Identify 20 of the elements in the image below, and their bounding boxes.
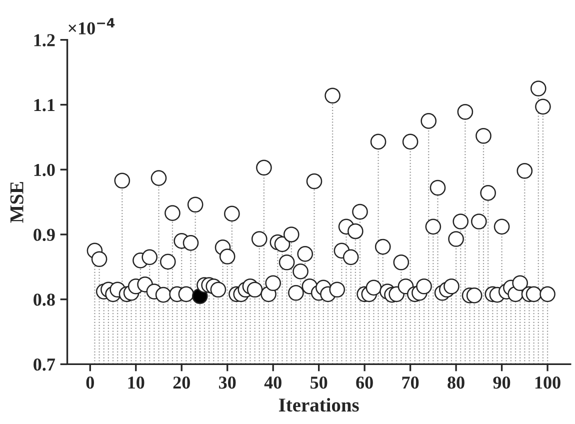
x-tick-label: 10	[128, 376, 144, 389]
y-tick-label: 0.8	[34, 294, 55, 306]
y-tick-label: 1.1	[34, 99, 55, 112]
x-tick-label: 40	[264, 376, 282, 389]
y-tick-label: 0.9	[34, 228, 55, 241]
y-tick-label: 1.0	[34, 164, 55, 176]
x-tick-label: 100	[535, 376, 560, 389]
x-tick-label: 0	[86, 376, 94, 389]
y-axis-title: MSE	[10, 182, 24, 223]
y-tick-label: 1.2	[34, 34, 55, 46]
x-axis-title: Iterations	[278, 398, 359, 412]
text: ×10$^{−4}$	[68, 18, 115, 34]
x-tick-label: 80	[448, 376, 464, 389]
y-tick-label: 0.7	[34, 358, 56, 371]
x-tick-label: 90	[493, 376, 510, 389]
x-tick-label: 70	[402, 376, 419, 389]
x-tick-label: 20	[173, 376, 190, 389]
x-tick-label: 50	[310, 376, 328, 389]
x-tick-label: 30	[219, 376, 236, 389]
x-tick-label: 60	[356, 376, 373, 389]
